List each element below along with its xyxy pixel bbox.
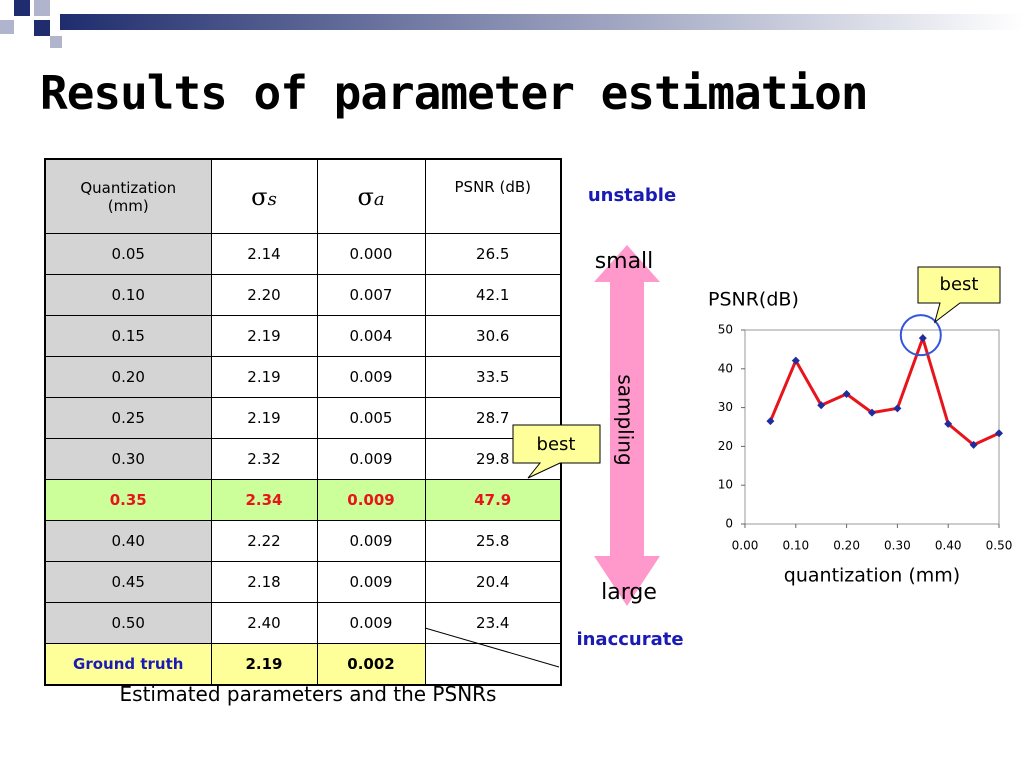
x-tick-label: 0.10 <box>782 539 809 553</box>
marker <box>969 440 978 449</box>
header-row: Quantization (mm) σs σa PSNR (dB) <box>44 158 562 234</box>
callout <box>917 266 1001 324</box>
square <box>34 20 50 36</box>
table-cell: 0.25 <box>44 397 212 439</box>
x-tick-label: 0.50 <box>986 539 1013 553</box>
table-cell: 47.9 <box>424 479 562 521</box>
table-cell: Ground truth <box>44 643 212 686</box>
table-cell: 23.4 <box>424 602 562 644</box>
table-cell: 0.009 <box>316 602 426 644</box>
header-text: PSNR (dB) <box>454 178 532 196</box>
table-cell: 0.007 <box>316 274 426 316</box>
header-cell: Quantization (mm) <box>44 158 212 234</box>
table-row: 0.35 2.34 0.009 47.9 <box>44 479 562 521</box>
arrow-label: inaccurate <box>576 629 683 650</box>
callout <box>512 424 601 479</box>
y-tick-label: 20 <box>718 439 733 453</box>
marker <box>791 356 800 365</box>
square <box>50 36 62 48</box>
marker <box>868 408 876 417</box>
marker <box>817 401 826 410</box>
callout-text: best <box>940 274 979 295</box>
slide-title: Results of parameter estimation <box>40 66 869 120</box>
table-cell: 0.002 <box>316 643 426 686</box>
table-cell: 2.19 <box>210 397 318 439</box>
table-row: 0.15 2.19 0.004 30.6 <box>44 315 562 357</box>
highlight-circle <box>899 314 942 357</box>
table-cell: 2.19 <box>210 315 318 357</box>
x-tick-label: 0.30 <box>884 539 911 553</box>
x-tick-label: 0.00 <box>732 539 759 553</box>
table-cell: 0.05 <box>44 233 212 275</box>
ground-truth-row: Ground truth 2.19 0.002 <box>44 643 562 686</box>
callout-text: best <box>537 434 576 455</box>
square <box>34 0 50 16</box>
table-cell: 0.15 <box>44 315 212 357</box>
results-table: Quantization (mm) σs σa PSNR (dB) 0.05 2.… <box>44 158 562 686</box>
double-arrow <box>594 245 660 606</box>
arrow-label: unstable <box>588 185 676 206</box>
caption: Estimated parameters and the PSNRs <box>119 682 497 706</box>
table-cell: 30.6 <box>424 315 562 357</box>
table-cell: 0.005 <box>316 397 426 439</box>
table-cell: 2.40 <box>210 602 318 644</box>
plot-area <box>744 329 1000 525</box>
diagonal <box>424 627 560 668</box>
sigma: σ <box>357 182 374 211</box>
table-cell: 0.50 <box>44 602 212 644</box>
y-tick-label: 30 <box>718 400 733 414</box>
arrow-label: sampling <box>614 374 638 465</box>
line <box>769 333 1000 447</box>
marker <box>842 390 851 399</box>
header-bar <box>60 14 1024 30</box>
table-cell: 0.009 <box>316 479 426 521</box>
table-cell: 0.000 <box>316 233 426 275</box>
x-axis-label: quantization (mm) <box>784 565 960 587</box>
y-tick-label: 40 <box>718 361 733 375</box>
table-cell: 0.40 <box>44 520 212 562</box>
empty-cell <box>424 643 562 686</box>
marker <box>766 417 775 426</box>
table-cell: 0.35 <box>44 479 212 521</box>
table-cell: 33.5 <box>424 356 562 398</box>
table-cell: 0.20 <box>44 356 212 398</box>
table-cell: 2.14 <box>210 233 318 275</box>
marker <box>995 429 1003 438</box>
y-tick-label: 0 <box>725 517 733 531</box>
table-cell: 0.30 <box>44 438 212 480</box>
marker <box>918 334 927 343</box>
table-cell: 42.1 <box>424 274 562 316</box>
table-cell: 2.20 <box>210 274 318 316</box>
table-row: 0.40 2.22 0.009 25.8 <box>44 520 562 562</box>
arrow-label: large <box>601 580 657 605</box>
table-cell: 2.19 <box>210 643 318 686</box>
table-cell: 0.009 <box>316 520 426 562</box>
arrow-label: small <box>595 249 654 274</box>
table-cell: 0.009 <box>316 356 426 398</box>
table-cell: 0.45 <box>44 561 212 603</box>
header-cell: PSNR (dB) <box>424 158 562 234</box>
square <box>14 0 30 16</box>
square <box>0 20 14 34</box>
y-tick-label: 50 <box>718 323 733 337</box>
x-tick-label: 0.40 <box>935 539 962 553</box>
marker <box>893 404 902 413</box>
table-cell: 2.34 <box>210 479 318 521</box>
y-tick-label: 10 <box>718 478 733 492</box>
x-tick-label: 0.20 <box>833 539 860 553</box>
chart-title: PSNR(dB) <box>708 289 799 311</box>
table-cell: 0.009 <box>316 561 426 603</box>
header-text: Quantization (mm) <box>80 178 177 215</box>
table-cell: 25.8 <box>424 520 562 562</box>
sigma: σ <box>251 182 268 211</box>
subscript: a <box>373 188 385 210</box>
subscript: s <box>267 188 277 210</box>
marker <box>944 419 953 428</box>
table-cell: 0.009 <box>316 438 426 480</box>
table-row: 0.50 2.40 0.009 23.4 <box>44 602 562 644</box>
